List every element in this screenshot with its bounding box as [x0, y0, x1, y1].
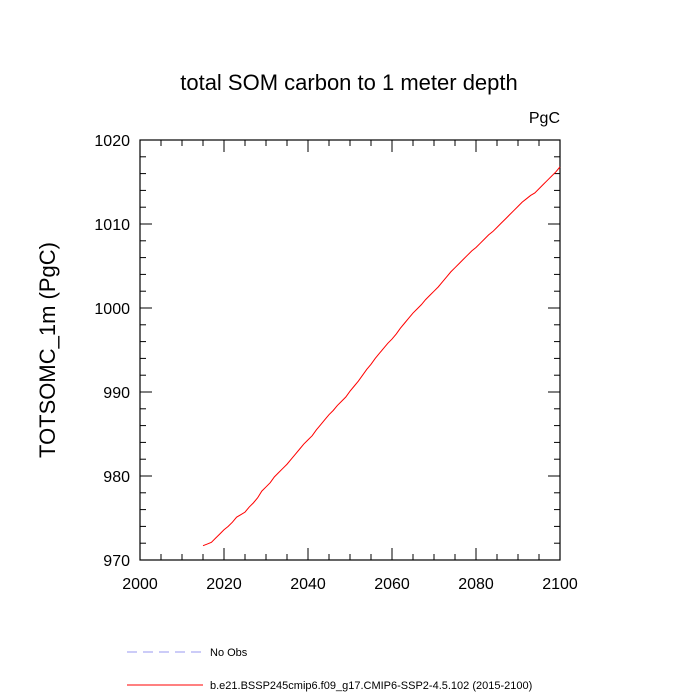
y-tick-label: 980 [103, 469, 130, 486]
y-tick-labels: 970 980 990 1000 1010 1020 [94, 133, 130, 570]
x-tick-label: 2040 [290, 576, 326, 593]
plot-frame [139, 139, 561, 561]
legend-label-1: b.e21.BSSP245cmip6.f09_g17.CMIP6-SSP2-4.… [210, 680, 532, 692]
x-tick-label: 2000 [122, 576, 158, 593]
y-tick-label: 1010 [94, 217, 130, 234]
series-line-1 [202, 166, 561, 547]
series-lines [202, 166, 561, 547]
units-label: PgC [529, 110, 560, 127]
y-tick-label: 1020 [94, 133, 130, 150]
x-tick-label: 2020 [206, 576, 242, 593]
x-tick-label: 2080 [458, 576, 494, 593]
axis-ticks [139, 139, 561, 561]
legend: No Obs b.e21.BSSP245cmip6.f09_g17.CMIP6-S… [127, 647, 532, 692]
x-tick-label: 2100 [542, 576, 578, 593]
y-tick-label: 970 [103, 553, 130, 570]
x-tick-label: 2060 [374, 576, 410, 593]
chart-title: total SOM carbon to 1 meter depth [180, 70, 518, 95]
x-tick-labels: 2000 2020 2040 2060 2080 2100 [122, 576, 578, 593]
legend-label-0: No Obs [210, 647, 248, 659]
y-axis-label: TOTSOMC_1m (PgC) [35, 242, 60, 458]
y-tick-label: 990 [103, 385, 130, 402]
y-tick-label: 1000 [94, 301, 130, 318]
